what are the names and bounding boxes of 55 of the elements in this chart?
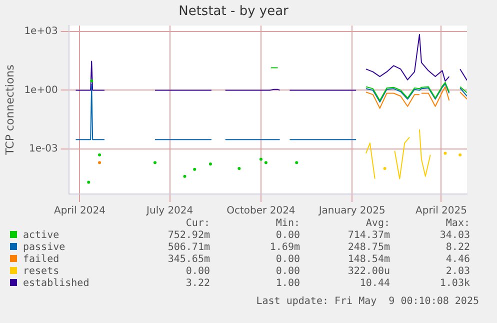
point [259,158,262,161]
text: Last update: Fri May 9 00:10:08 2025 [256,296,479,307]
point [87,180,90,184]
text: Avg: [364,218,390,230]
text: 2.03 [444,266,470,278]
text: 752.92m [166,230,210,242]
text: 1.00 [274,278,300,290]
text: 0.00 [274,230,300,242]
text: 322.00u [346,266,390,278]
y-axis-title: TCP connections [3,64,16,156]
point [264,161,268,164]
point [98,161,102,164]
x-tick-label: April 2024 [54,206,106,217]
text: 0.00 [274,266,300,278]
text: 248.75m [346,242,390,254]
point [90,79,94,82]
x-tick-label: January 2025 [318,206,386,217]
point [444,152,447,155]
text: 506.71m [166,242,210,254]
text: 3.22 [184,278,210,290]
point [295,161,298,164]
text: Cur: [184,218,210,230]
chart-title: Netstat - by year [178,4,290,20]
text: 345.65m [166,254,210,266]
text: 714.37m [346,230,390,242]
text: 1.03k [438,278,470,290]
y-tick-label: 1e-03 [28,144,58,155]
legend-label: passive [22,242,66,254]
point [383,167,386,170]
point [458,153,462,156]
x-tick-label: April 2025 [416,206,467,217]
text: Max: [444,218,470,230]
legend-label: resets [22,266,60,278]
point [183,174,186,178]
legend-label: established [22,278,90,290]
point [238,167,241,170]
y-tick-label: 1e+03 [24,26,58,38]
text: 8.22 [444,242,470,254]
x-tick-label: July 2024 [146,206,194,217]
point [153,161,156,164]
point [208,162,212,166]
legend-label: failed [22,254,60,266]
legend-label: active [22,230,60,242]
text: 1.69m [268,242,300,254]
x-tick-label: October 2024 [226,206,296,217]
text: 148.54m [346,254,390,266]
text: Min: [274,218,300,230]
text: 0.00 [184,266,210,278]
text: 0.00 [274,254,300,266]
text: 4.46 [444,254,470,266]
point [193,168,196,171]
text: 34.03 [438,230,470,242]
y-tick-label: 1e+00 [24,84,58,96]
text: 10.44 [358,278,390,290]
point [98,153,102,156]
